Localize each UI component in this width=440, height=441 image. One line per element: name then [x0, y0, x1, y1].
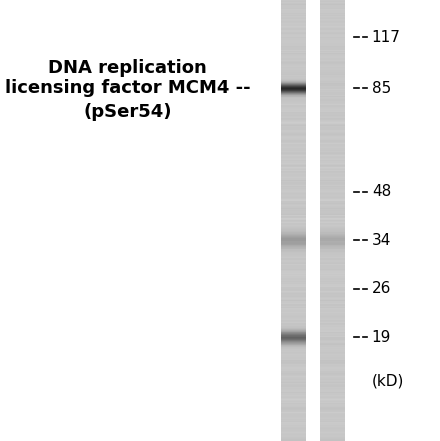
Text: licensing factor MCM4 --: licensing factor MCM4 --	[5, 79, 250, 97]
Text: 117: 117	[372, 30, 401, 45]
Text: 85: 85	[372, 81, 391, 96]
Text: 34: 34	[372, 233, 391, 248]
Text: (kD): (kD)	[372, 374, 404, 389]
Text: 26: 26	[372, 281, 391, 296]
Text: (pSer54): (pSer54)	[83, 104, 172, 121]
Text: DNA replication: DNA replication	[48, 60, 207, 77]
Text: 19: 19	[372, 330, 391, 345]
Text: 48: 48	[372, 184, 391, 199]
